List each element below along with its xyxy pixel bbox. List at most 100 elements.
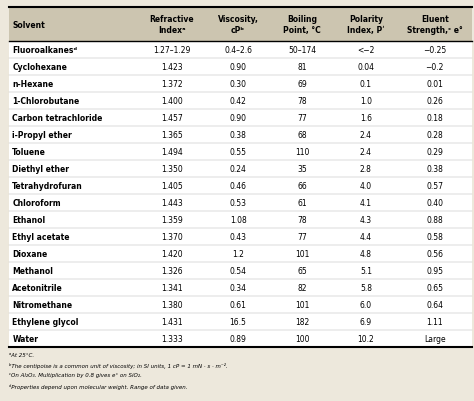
- Text: 16.5: 16.5: [230, 317, 246, 326]
- Text: 6.9: 6.9: [360, 317, 372, 326]
- Text: 81: 81: [297, 63, 307, 72]
- Text: Tetrahydrofuran: Tetrahydrofuran: [12, 182, 83, 190]
- Text: 0.30: 0.30: [229, 80, 246, 89]
- Text: 0.64: 0.64: [426, 300, 443, 309]
- Text: 1.405: 1.405: [161, 182, 182, 190]
- Text: 0.1: 0.1: [360, 80, 372, 89]
- Text: 0.28: 0.28: [427, 131, 443, 140]
- Text: Acetonitrile: Acetonitrile: [12, 283, 63, 292]
- Bar: [9, 8, 472, 42]
- Text: 61: 61: [297, 198, 307, 207]
- Text: 4.3: 4.3: [360, 215, 372, 225]
- Text: 0.26: 0.26: [426, 97, 443, 106]
- Text: 1.333: 1.333: [161, 334, 182, 343]
- Text: 1.431: 1.431: [161, 317, 182, 326]
- Text: 101: 101: [295, 300, 309, 309]
- Text: 0.57: 0.57: [426, 182, 443, 190]
- Text: Refractive
Indexᵃ: Refractive Indexᵃ: [149, 15, 194, 35]
- Text: 1.372: 1.372: [161, 80, 182, 89]
- Text: Boiling
Point, °C: Boiling Point, °C: [283, 15, 321, 35]
- Text: 1.11: 1.11: [427, 317, 443, 326]
- Text: 0.61: 0.61: [230, 300, 246, 309]
- Text: 4.1: 4.1: [360, 198, 372, 207]
- Text: 1.359: 1.359: [161, 215, 182, 225]
- Text: 68: 68: [297, 131, 307, 140]
- Text: 2.4: 2.4: [360, 148, 372, 157]
- Text: Water: Water: [12, 334, 38, 343]
- Text: i-Propyl ether: i-Propyl ether: [12, 131, 72, 140]
- Text: 5.1: 5.1: [360, 266, 372, 275]
- Text: 0.38: 0.38: [230, 131, 246, 140]
- Text: Ethanol: Ethanol: [12, 215, 46, 225]
- Text: 1.08: 1.08: [230, 215, 246, 225]
- Text: 0.88: 0.88: [427, 215, 443, 225]
- Text: 66: 66: [297, 182, 307, 190]
- Text: 4.8: 4.8: [360, 249, 372, 258]
- Text: 0.01: 0.01: [426, 80, 443, 89]
- Text: 0.54: 0.54: [229, 266, 246, 275]
- Text: 4.4: 4.4: [360, 232, 372, 241]
- Text: Carbon tetrachloride: Carbon tetrachloride: [12, 114, 103, 123]
- Text: 0.34: 0.34: [229, 283, 246, 292]
- Text: ᵃAt 25°C.: ᵃAt 25°C.: [9, 352, 35, 356]
- Text: 10.2: 10.2: [357, 334, 374, 343]
- Text: 65: 65: [297, 266, 307, 275]
- Text: 0.56: 0.56: [426, 249, 443, 258]
- Text: Dioxane: Dioxane: [12, 249, 47, 258]
- Text: 0.90: 0.90: [229, 63, 246, 72]
- Text: Toluene: Toluene: [12, 148, 46, 157]
- Text: 78: 78: [297, 97, 307, 106]
- Text: <−2: <−2: [357, 46, 374, 55]
- Text: 69: 69: [297, 80, 307, 89]
- Text: ᵇThe centipoise is a common unit of viscosity; in SI units, 1 cP = 1 mN · s · m⁻: ᵇThe centipoise is a common unit of visc…: [9, 362, 228, 368]
- Text: 2.4: 2.4: [360, 131, 372, 140]
- Text: 0.58: 0.58: [426, 232, 443, 241]
- Text: 1.443: 1.443: [161, 198, 182, 207]
- Text: 0.4–2.6: 0.4–2.6: [224, 46, 252, 55]
- Text: 101: 101: [295, 249, 309, 258]
- Text: ᶜOn Al₂O₃. Multiplication by 0.8 gives e° on SiO₂.: ᶜOn Al₂O₃. Multiplication by 0.8 gives e…: [9, 373, 142, 377]
- Text: 0.24: 0.24: [230, 164, 246, 174]
- Text: 1.365: 1.365: [161, 131, 182, 140]
- Text: 5.8: 5.8: [360, 283, 372, 292]
- Text: 1.27–1.29: 1.27–1.29: [153, 46, 191, 55]
- Text: 1-Chlorobutane: 1-Chlorobutane: [12, 97, 80, 106]
- Text: 0.89: 0.89: [230, 334, 246, 343]
- Text: Viscosity,
cPᵇ: Viscosity, cPᵇ: [218, 15, 258, 35]
- Text: 1.457: 1.457: [161, 114, 182, 123]
- Text: 0.18: 0.18: [427, 114, 443, 123]
- Text: Diethyl ether: Diethyl ether: [12, 164, 69, 174]
- Text: 1.326: 1.326: [161, 266, 182, 275]
- Text: Nitromethane: Nitromethane: [12, 300, 73, 309]
- Text: Fluoroalkanesᵈ: Fluoroalkanesᵈ: [12, 46, 77, 55]
- Text: 100: 100: [295, 334, 309, 343]
- Text: 1.370: 1.370: [161, 232, 182, 241]
- Text: 0.65: 0.65: [426, 283, 443, 292]
- Text: 2.8: 2.8: [360, 164, 372, 174]
- Text: 1.400: 1.400: [161, 97, 182, 106]
- Text: 35: 35: [297, 164, 307, 174]
- Text: ᵈProperties depend upon molecular weight. Range of data given.: ᵈProperties depend upon molecular weight…: [9, 383, 188, 389]
- Text: 1.380: 1.380: [161, 300, 182, 309]
- Text: 0.29: 0.29: [426, 148, 443, 157]
- Text: Cyclohexane: Cyclohexane: [12, 63, 67, 72]
- Text: 0.38: 0.38: [426, 164, 443, 174]
- Text: Chloroform: Chloroform: [12, 198, 61, 207]
- Text: 0.90: 0.90: [229, 114, 246, 123]
- Text: 1.423: 1.423: [161, 63, 182, 72]
- Text: 110: 110: [295, 148, 309, 157]
- Text: 1.6: 1.6: [360, 114, 372, 123]
- Text: 77: 77: [297, 232, 307, 241]
- Text: 0.42: 0.42: [230, 97, 246, 106]
- Text: 50–174: 50–174: [288, 46, 316, 55]
- Text: 1.2: 1.2: [232, 249, 244, 258]
- Text: 0.53: 0.53: [229, 198, 246, 207]
- Text: Ethylene glycol: Ethylene glycol: [12, 317, 79, 326]
- Text: Solvent: Solvent: [12, 20, 45, 30]
- Text: −0.2: −0.2: [426, 63, 444, 72]
- Text: 1.494: 1.494: [161, 148, 182, 157]
- Text: 182: 182: [295, 317, 309, 326]
- Text: 0.46: 0.46: [229, 182, 246, 190]
- Text: 1.0: 1.0: [360, 97, 372, 106]
- Text: Large: Large: [424, 334, 446, 343]
